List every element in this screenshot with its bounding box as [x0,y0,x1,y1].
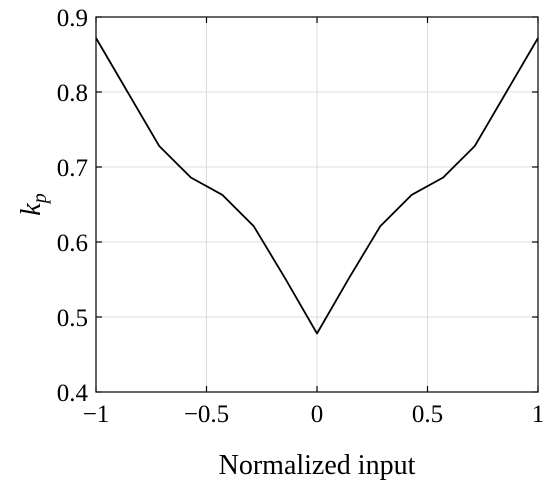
y-tick-label: 0.9 [57,5,88,32]
y-tick-label: 0.7 [57,155,88,182]
y-tick-label: 0.5 [57,305,88,332]
y-tick-labels: 0.4 0.5 0.6 0.7 0.8 0.9 [57,5,89,407]
x-tick-label: −1 [83,401,110,428]
y-axis-label-main: k [16,203,47,216]
tick-marks [95,16,539,393]
x-tick-labels: −1 −0.5 0 0.5 1 [83,401,545,428]
y-axis-label-subscript: p [29,193,51,205]
y-axis-label: kp [16,193,51,215]
series-layer [95,37,539,335]
x-axis-label: Normalized input [219,450,416,481]
grid [95,16,539,393]
series-line [95,37,539,335]
y-tick-label: 0.4 [57,380,89,407]
y-tick-label: 0.8 [57,80,88,107]
x-tick-label: 1 [532,401,545,428]
y-tick-label: 0.6 [57,230,88,257]
x-tick-label: 0.5 [412,401,443,428]
x-tick-label: −0.5 [184,401,229,428]
x-tick-label: 0 [311,401,324,428]
